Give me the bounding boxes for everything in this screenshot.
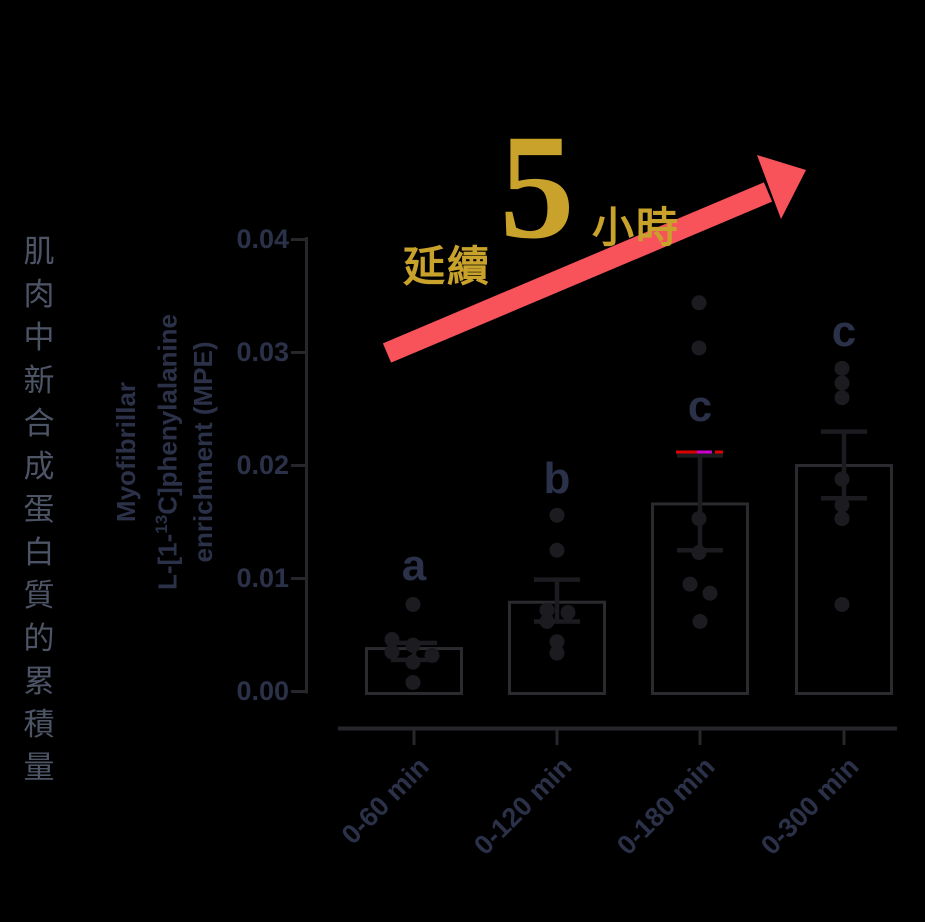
left-axis-caption-char: 白 [23, 535, 55, 570]
data-point [834, 511, 850, 527]
y-tick-label: 0.00 [236, 675, 289, 706]
data-point [691, 545, 707, 561]
data-point [560, 604, 576, 620]
data-point [424, 647, 440, 663]
data-point [539, 602, 555, 618]
left-axis-caption-char: 合 [23, 406, 55, 441]
trend-arrow-shaft [382, 182, 773, 363]
left-axis-caption-char: 累 [23, 664, 55, 699]
data-point [384, 644, 400, 660]
significance-letter: b [543, 454, 571, 503]
data-point [405, 596, 421, 612]
y-axis-title-line2: L-[1-13C]phenylalanine [144, 217, 186, 687]
significance-letter: c [831, 307, 857, 356]
significance-letter: a [401, 541, 427, 590]
y-tick-label: 0.01 [236, 562, 289, 593]
data-point [834, 596, 850, 612]
data-point [834, 497, 850, 513]
left-axis-caption-char: 肌 [23, 234, 55, 269]
data-point [691, 340, 707, 356]
annotation-duration-prefix: 延續 [403, 243, 492, 290]
y-tick-label: 0.02 [236, 449, 289, 480]
data-point [405, 637, 421, 653]
y-axis-title-line2-suffix: C]phenylalanine [152, 313, 183, 515]
artifact-dash-segment [676, 450, 697, 454]
y-tick-label: 0.04 [236, 223, 289, 254]
trend-arrow-head [757, 155, 806, 219]
artifact-dash-segment [697, 450, 712, 454]
left-axis-caption-char: 量 [23, 750, 55, 785]
left-axis-caption: 肌肉中新合成蛋白質的累積量 [18, 230, 60, 789]
data-point [834, 375, 850, 391]
annotation-duration-suffix: 小時 [592, 204, 681, 251]
data-point [834, 360, 850, 376]
y-axis-title-isotope-superscript: 13 [152, 514, 171, 534]
left-axis-caption-char: 中 [23, 320, 55, 355]
data-point [692, 613, 708, 629]
data-point [834, 390, 850, 406]
data-point [539, 613, 555, 629]
left-axis-caption-char: 新 [23, 363, 55, 398]
data-point [691, 295, 707, 311]
data-point [405, 674, 421, 690]
left-axis-caption-char: 肉 [23, 277, 55, 312]
left-axis-caption-char: 成 [23, 449, 55, 484]
annotation-hours-number: 5 [499, 104, 575, 270]
y-tick-label: 0.03 [236, 336, 289, 367]
y-axis-title-line2-prefix: L-[1- [152, 533, 183, 591]
artifact-dash-segment [715, 450, 723, 454]
data-point [549, 634, 565, 650]
left-axis-caption-char: 積 [23, 707, 55, 742]
left-axis-caption-char: 質 [23, 578, 55, 613]
data-point [834, 471, 850, 487]
y-axis-title-line1: Myofibrillar [111, 381, 141, 523]
y-axis-title-line3: enrichment (MPE) [187, 341, 218, 563]
significance-letter: c [687, 382, 713, 431]
left-axis-caption-char: 的 [23, 621, 55, 656]
y-axis-title: Myofibrillar L-[1-13C]phenylalanine enri… [109, 217, 218, 687]
data-point [691, 511, 707, 527]
data-point [702, 585, 718, 601]
data-point [682, 576, 698, 592]
data-point [405, 654, 421, 670]
data-point [549, 542, 565, 558]
data-point [384, 632, 400, 648]
data-point [549, 645, 565, 661]
data-point [549, 507, 565, 523]
left-axis-caption-char: 蛋 [23, 492, 55, 527]
